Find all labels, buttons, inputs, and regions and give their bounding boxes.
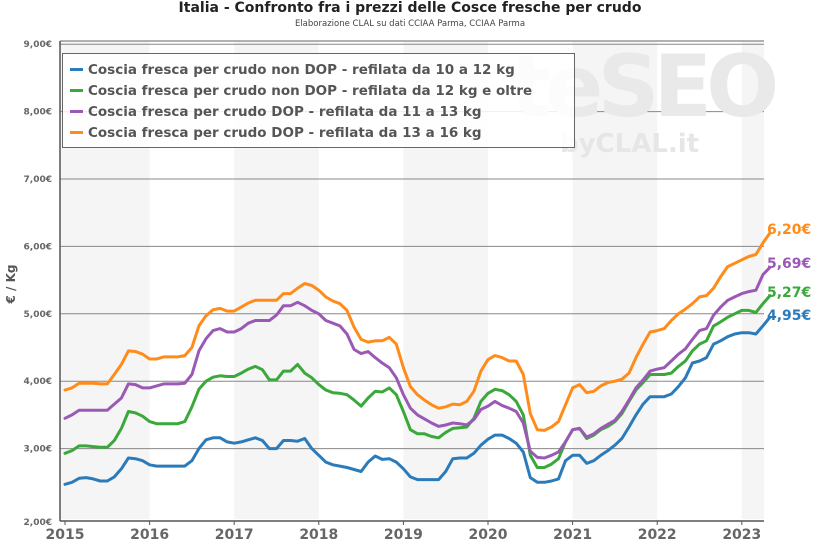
x-tick-label: 2017 bbox=[215, 527, 254, 542]
chart-title: Italia - Confronto fra i prezzi delle Co… bbox=[178, 0, 642, 16]
x-tick-label: 2015 bbox=[46, 527, 85, 542]
legend-label: Coscia fresca per crudo non DOP - refila… bbox=[88, 82, 533, 99]
y-tick-label: 8,00€ bbox=[24, 108, 52, 118]
end-value-label: 4,95€ bbox=[767, 308, 811, 324]
legend-swatch-purple bbox=[70, 110, 83, 113]
year-band bbox=[741, 41, 764, 519]
legend-swatch-blue bbox=[70, 68, 83, 71]
legend-item[interactable]: Coscia fresca per crudo DOP - refilata d… bbox=[70, 122, 574, 143]
end-value-labels: 4,95€ 5,27€ 5,69€ 6,20€ bbox=[767, 222, 811, 324]
x-tick-label: 2021 bbox=[553, 527, 592, 542]
y-tick-label: 9,00€ bbox=[24, 40, 52, 50]
y-axis-ticks: 2,00€ 3,00€ 4,00€ 5,00€ 6,00€ 7,00€ 8,00€ 9,00€ bbox=[24, 40, 52, 528]
x-tick-label: 2020 bbox=[469, 527, 508, 542]
legend-swatch-green bbox=[70, 89, 83, 92]
chart-legend: Coscia fresca per crudo non DOP - refila… bbox=[62, 53, 575, 148]
legend-item[interactable]: Coscia fresca per crudo non DOP - refila… bbox=[70, 59, 574, 80]
x-tick-label: 2023 bbox=[722, 527, 761, 542]
y-tick-label: 5,00€ bbox=[24, 310, 52, 320]
year-band bbox=[572, 41, 658, 519]
y-axis-label: € / Kg bbox=[4, 265, 18, 305]
legend-label: Coscia fresca per crudo DOP - refilata d… bbox=[88, 124, 482, 141]
end-value-label: 6,20€ bbox=[767, 222, 811, 238]
series-lines bbox=[63, 231, 772, 486]
legend-label: Coscia fresca per crudo DOP - refilata d… bbox=[88, 103, 482, 120]
series-line[interactable] bbox=[63, 231, 772, 432]
series-line[interactable] bbox=[63, 265, 772, 460]
legend-label: Coscia fresca per crudo non DOP - refila… bbox=[88, 61, 515, 78]
y-tick-label: 2,00€ bbox=[24, 518, 52, 528]
y-tick-label: 3,00€ bbox=[24, 445, 52, 455]
end-value-label: 5,69€ bbox=[767, 256, 811, 272]
legend-item[interactable]: Coscia fresca per crudo non DOP - refila… bbox=[70, 80, 574, 101]
series-line[interactable] bbox=[63, 315, 772, 486]
y-tick-label: 6,00€ bbox=[24, 242, 52, 252]
chart-subtitle: Elaborazione CLAL su dati CCIAA Parma, C… bbox=[294, 19, 526, 29]
axes bbox=[59, 41, 764, 522]
y-tick-label: 4,00€ bbox=[24, 377, 52, 387]
x-tick-label: 2019 bbox=[384, 527, 423, 542]
x-tick-label: 2022 bbox=[638, 527, 677, 542]
series-line[interactable] bbox=[63, 294, 772, 469]
x-axis-ticks: 2015 2016 2017 2018 2019 2020 2021 2022 2023 bbox=[46, 521, 761, 542]
x-tick-label: 2016 bbox=[130, 527, 169, 542]
legend-swatch-orange bbox=[70, 131, 83, 134]
x-tick-label: 2018 bbox=[299, 527, 338, 542]
end-value-label: 5,27€ bbox=[767, 285, 811, 301]
y-tick-label: 7,00€ bbox=[24, 175, 52, 185]
legend-item[interactable]: Coscia fresca per crudo DOP - refilata d… bbox=[70, 101, 574, 122]
